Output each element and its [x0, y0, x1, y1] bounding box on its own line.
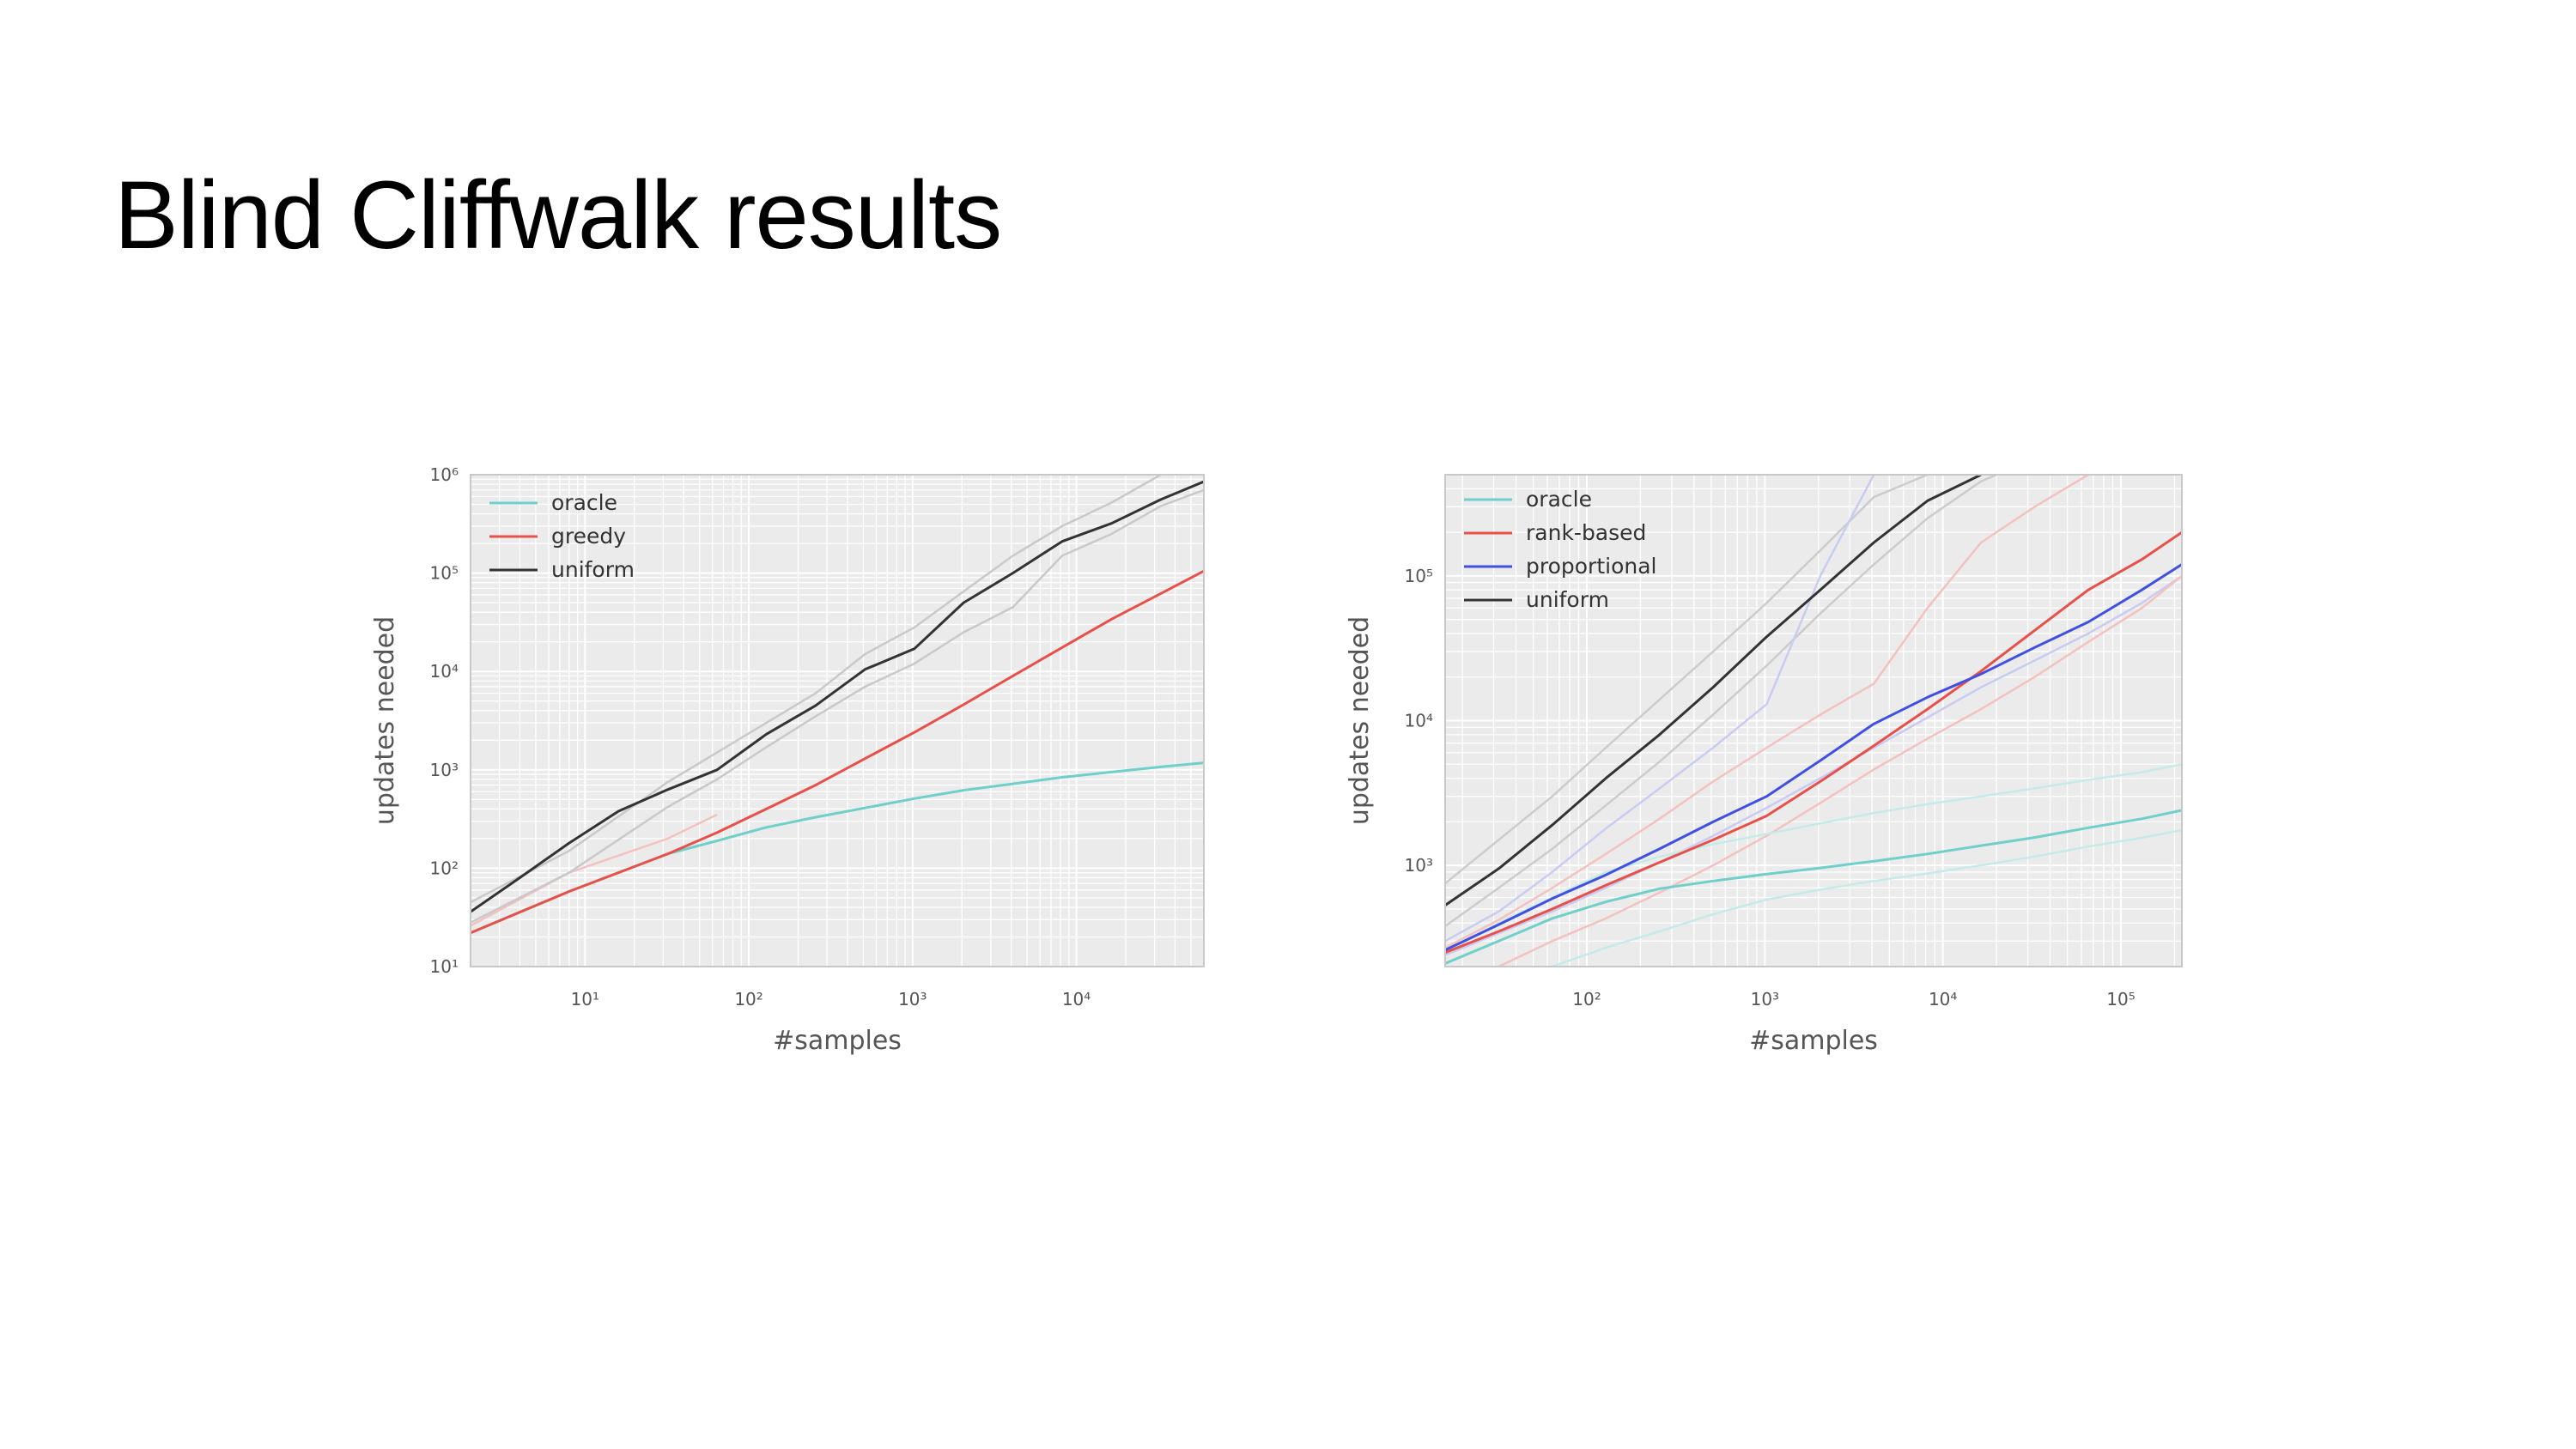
x-tick-label: 10⁵ [2106, 989, 2135, 1009]
legend-label-uniform: uniform [1526, 587, 1609, 612]
y-tick-label: 10³ [1405, 855, 1433, 876]
series-line-uniform [1445, 475, 1982, 906]
y-tick-label: 10⁴ [1405, 711, 1433, 731]
band-oracle-lower [1552, 828, 2182, 967]
band-rank-based-lower [1498, 574, 2182, 967]
y-tick-label: 10⁵ [430, 563, 459, 584]
band-proportional-lower [1445, 574, 2182, 956]
y-tick-label: 10² [430, 858, 459, 878]
x-axis-label: #samples [1749, 1026, 1878, 1056]
legend: oracle rank-based proportional uniform [1464, 487, 1657, 612]
band-uniform-lower [1445, 475, 1997, 928]
series-lines [1445, 475, 2182, 965]
y-tick-label: 10⁵ [1405, 566, 1433, 586]
band-rank-based-upper [1445, 475, 2089, 949]
y-axis-label: updates needed [370, 616, 400, 825]
series-line-oracle [1445, 809, 2182, 965]
legend-label-uniform: uniform [551, 557, 635, 582]
y-tick-label: 10³ [430, 760, 459, 780]
x-axis-label: #samples [773, 1026, 902, 1056]
plot-frame [470, 474, 1205, 967]
y-axis-label: updates needed [1345, 616, 1375, 825]
series-line-greedy [471, 569, 1204, 935]
band-greedy-upper [471, 813, 718, 927]
variance-bands [1445, 475, 2182, 967]
series-line-rank-based [1445, 530, 2182, 955]
legend-label-oracle: oracle [1526, 487, 1592, 512]
y-tick-label: 10⁴ [430, 661, 459, 682]
legend-label-proportional: proportional [1526, 554, 1657, 579]
legend: oracle greedy uniform [489, 490, 635, 582]
legend-label-greedy: greedy [551, 524, 626, 549]
slide-title: Blind Cliffwalk results [114, 161, 1002, 269]
series-line-proportional [1445, 563, 2182, 952]
x-tick-label: 10⁴ [1929, 989, 1957, 1009]
band-oracle-upper [1445, 763, 2182, 954]
x-tick-label: 10³ [898, 989, 927, 1009]
x-tick-label: 10³ [1751, 989, 1779, 1009]
band-uniform-upper [471, 475, 1162, 904]
series-line-uniform [471, 480, 1204, 913]
legend-label-oracle: oracle [551, 490, 617, 515]
plot-frame [1444, 474, 2183, 967]
band-uniform-lower [471, 488, 1204, 924]
x-tick-label: 10² [734, 989, 762, 1009]
legend-label-rank-based: rank-based [1526, 520, 1646, 545]
band-proportional-upper [1445, 475, 1875, 943]
x-tick-label: 10² [1572, 989, 1601, 1009]
x-tick-label: 10⁴ [1062, 989, 1091, 1009]
plot-area [471, 475, 1204, 967]
y-tick-label: 10⁶ [430, 464, 459, 485]
variance-bands [471, 475, 1204, 927]
x-tick-label: 10¹ [571, 989, 599, 1009]
series-lines [471, 480, 1204, 935]
y-tick-label: 10¹ [430, 956, 459, 977]
